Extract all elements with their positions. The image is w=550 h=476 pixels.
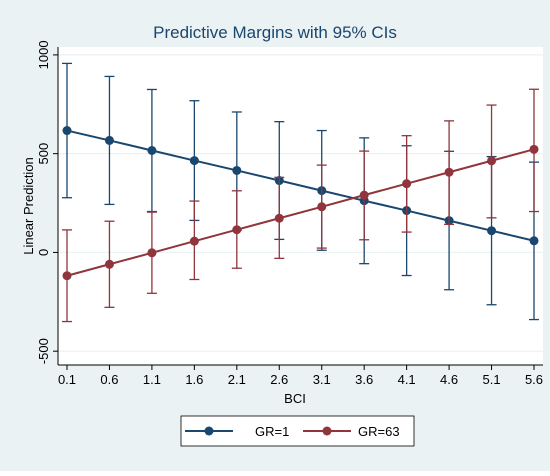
- data-point: [317, 202, 327, 212]
- data-point: [62, 271, 72, 281]
- legend-label-gr63: GR=63: [358, 424, 400, 439]
- data-point: [274, 213, 284, 223]
- chart-title: Predictive Margins with 95% CIs: [153, 23, 397, 42]
- data-point: [232, 165, 242, 175]
- x-tick-label: 0.1: [58, 372, 76, 387]
- x-tick-label: 4.1: [398, 372, 416, 387]
- data-point: [147, 145, 157, 155]
- axes: -500 0 500 1000 0.1 0.6 1.1 1.6 2.1 2.6 3.1 3.6 4.1 4…: [36, 40, 543, 387]
- data-point: [402, 179, 412, 189]
- x-axis-label: BCI: [284, 391, 306, 406]
- legend-label-gr1: GR=1: [255, 424, 289, 439]
- x-tick-label: 1.6: [185, 372, 203, 387]
- grid-lines: [58, 54, 543, 352]
- y-tick-label: 0: [36, 249, 51, 256]
- legend: GR=1 GR=63: [180, 415, 415, 447]
- data-point: [529, 144, 539, 154]
- series-group: [62, 62, 539, 323]
- data-point: [62, 126, 72, 136]
- y-tick-label: -500: [36, 338, 51, 364]
- x-tick-label: 2.6: [270, 372, 288, 387]
- x-tick-label: 3.1: [313, 372, 331, 387]
- data-point: [189, 156, 199, 166]
- data-point: [487, 156, 497, 166]
- data-point: [444, 167, 454, 177]
- series-line: [66, 148, 535, 277]
- y-axis-label: Linear Prediction: [21, 157, 36, 255]
- data-point: [359, 190, 369, 200]
- y-tick-label: 1000: [36, 40, 51, 69]
- data-point: [487, 226, 497, 236]
- x-tick-label: 5.6: [525, 372, 543, 387]
- legend-marker-gr1: [204, 426, 214, 436]
- data-point: [147, 248, 157, 258]
- plot-area: [58, 47, 543, 365]
- data-point: [232, 225, 242, 235]
- x-tick-label: 5.1: [483, 372, 501, 387]
- series-gr63: [62, 88, 539, 323]
- x-tick-label: 1.1: [143, 372, 161, 387]
- y-tick-label: 500: [36, 143, 51, 165]
- x-tick-label: 0.6: [100, 372, 118, 387]
- x-tick-label: 2.1: [228, 372, 246, 387]
- data-point: [104, 259, 114, 269]
- data-point: [189, 236, 199, 246]
- x-tick-label: 4.6: [440, 372, 458, 387]
- legend-marker-gr63: [322, 426, 332, 436]
- data-point: [529, 236, 539, 246]
- data-point: [104, 135, 114, 145]
- x-tick-label: 3.6: [355, 372, 373, 387]
- series-line: [66, 129, 535, 242]
